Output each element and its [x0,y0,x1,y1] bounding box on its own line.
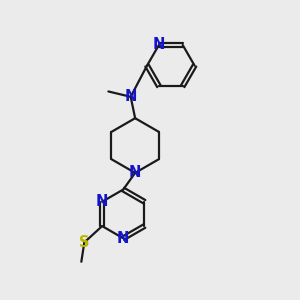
Text: N: N [153,38,165,52]
Text: N: N [124,89,137,104]
Text: S: S [79,235,90,250]
Text: N: N [96,194,108,209]
Text: N: N [129,165,141,180]
Text: N: N [117,231,129,246]
